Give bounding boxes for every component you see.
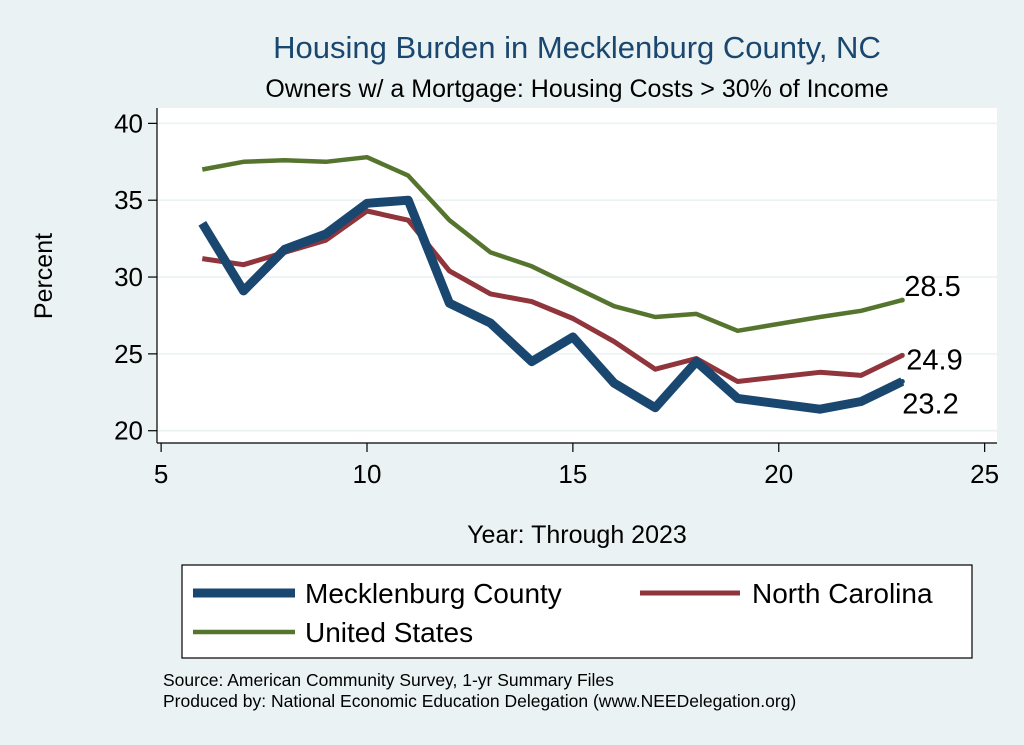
legend-label-mecklenburg-county: Mecklenburg County xyxy=(305,578,562,609)
chart-subtitle: Owners w/ a Mortgage: Housing Costs > 30… xyxy=(265,75,888,103)
end-marker-united-states xyxy=(899,297,905,303)
series-lines xyxy=(198,154,905,414)
end-label-mecklenburg-county: 23.2 xyxy=(902,389,958,421)
x-tick-label: 10 xyxy=(353,459,382,489)
y-axis-title: Percent xyxy=(30,233,58,319)
y-tick-label: 30 xyxy=(114,262,143,292)
grid-lines xyxy=(157,122,997,432)
series-line-united-states xyxy=(201,154,903,334)
series-line-north-carolina xyxy=(201,208,904,384)
x-axis-ticks: 5 10 15 20 25 xyxy=(154,443,999,489)
y-tick-label: 20 xyxy=(114,416,143,446)
x-axis-title: Year: Through 2023 xyxy=(467,521,687,549)
producer-note: Produced by: National Economic Education… xyxy=(163,691,796,711)
source-note: Source: American Community Survey, 1-yr … xyxy=(163,670,614,690)
legend-box xyxy=(181,564,973,659)
x-tick-label: 25 xyxy=(970,459,999,489)
x-tick-label: 5 xyxy=(154,459,168,489)
series-line-mecklenburg-county xyxy=(198,195,905,414)
y-axis-ticks: 20 25 30 35 40 xyxy=(114,108,157,446)
legend-label-united-states: United States xyxy=(305,617,473,648)
end-labels: 23.2 24.9 28.5 xyxy=(899,271,963,421)
chart-title: Housing Burden in Mecklenburg County, NC xyxy=(273,30,881,65)
x-tick-label: 15 xyxy=(558,459,587,489)
legend-label-north-carolina: North Carolina xyxy=(752,578,933,609)
x-tick-label: 20 xyxy=(764,459,793,489)
y-tick-label: 40 xyxy=(114,108,143,138)
end-marker-north-carolina xyxy=(899,352,905,358)
end-label-united-states: 28.5 xyxy=(904,271,960,303)
end-marker-mecklenburg-county xyxy=(899,379,905,385)
y-tick-label: 35 xyxy=(114,185,143,215)
plot-area xyxy=(157,108,997,443)
y-tick-label: 25 xyxy=(114,339,143,369)
end-label-north-carolina: 24.9 xyxy=(906,344,962,376)
legend: Mecklenburg County North Carolina United S… xyxy=(193,578,933,648)
